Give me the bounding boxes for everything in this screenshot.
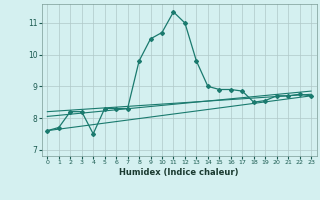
X-axis label: Humidex (Indice chaleur): Humidex (Indice chaleur) bbox=[119, 168, 239, 177]
